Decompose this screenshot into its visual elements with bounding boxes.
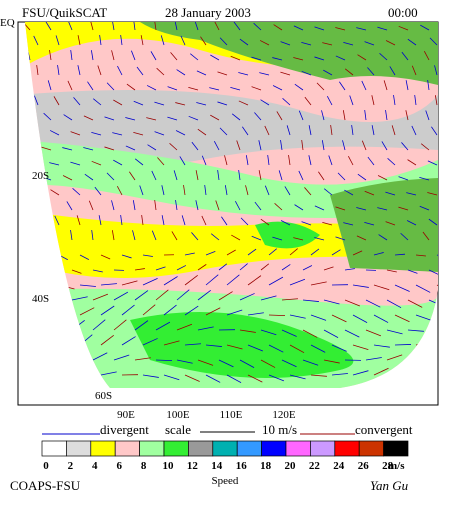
color-swatch (384, 441, 408, 456)
wind-arrow (24, 112, 30, 120)
color-swatch (286, 441, 310, 456)
wind-arrow (437, 365, 449, 375)
wind-arrow (38, 336, 51, 345)
wind-arrow (30, 350, 42, 360)
wind-arrow (80, 369, 95, 375)
wind-arrow (28, 162, 38, 165)
lon-label: 110E (220, 409, 243, 421)
colorbar-label: 26 (358, 460, 370, 472)
wind-arrow (437, 339, 450, 345)
wind-arrow (38, 313, 54, 315)
wind-arrow (32, 217, 38, 225)
wind-arrow (38, 366, 51, 375)
color-swatch (42, 441, 66, 456)
wind-arrow (28, 80, 30, 90)
color-swatch (335, 441, 359, 456)
wind-arrow (30, 323, 45, 330)
colorbar-label: 8 (141, 460, 147, 472)
wind-arrow (51, 321, 65, 330)
ocean (16, 22, 439, 405)
lon-label: 120E (272, 409, 296, 421)
wind-arrow (21, 146, 30, 150)
colorbar-label: 6 (116, 460, 122, 472)
colorbar-label: 2 (68, 460, 74, 472)
time: 00:00 (388, 5, 418, 20)
lon-label: 100E (166, 409, 190, 421)
colorbar-label: 14 (211, 460, 223, 472)
colorbar-label: 12 (187, 460, 199, 472)
lat-label: 40S (32, 293, 49, 305)
colorbar-label: 18 (260, 460, 272, 472)
divergent-label: divergent (100, 422, 149, 437)
colorbar-title: Speed (212, 475, 239, 487)
wind-arrow (51, 350, 64, 360)
colorbar-unit: m/s (388, 460, 405, 472)
wind-arrow (437, 285, 450, 293)
colorbar-label: 4 (92, 460, 98, 472)
wind-arrow (30, 270, 39, 275)
color-swatch (359, 441, 383, 456)
wind-arrow (416, 365, 429, 375)
footer-right: Yan Gu (370, 478, 409, 493)
scale-value: 10 m/s (262, 422, 297, 437)
date: 28 January 2003 (165, 5, 251, 20)
wind-arrow (72, 351, 85, 360)
wind-arrow (29, 191, 38, 195)
convergent-label: convergent (355, 422, 413, 437)
colorbar-label: 16 (236, 460, 248, 472)
footer-left: COAPS-FSU (10, 478, 81, 493)
wind-arrow (22, 204, 30, 210)
color-swatch (213, 441, 237, 456)
color-swatch (310, 441, 334, 456)
wind-arrow (395, 344, 411, 345)
color-swatch (66, 441, 90, 456)
color-swatch (164, 441, 188, 456)
title: FSU/QuikSCAT (22, 5, 107, 20)
color-swatch (262, 441, 286, 456)
wind-arrow (59, 310, 74, 315)
wind-arrow (38, 285, 53, 291)
wind-arrow (59, 335, 71, 345)
wind-arrow (429, 351, 442, 360)
colorbar-label: 10 (163, 460, 175, 472)
scale-label: scale (165, 422, 191, 437)
wind-arrow (429, 328, 445, 330)
wind-arrow (51, 270, 60, 274)
color-swatch (91, 441, 115, 456)
wind-arrow (59, 367, 73, 375)
colorbar-label: 20 (285, 460, 297, 472)
lat-label: EQ (0, 17, 15, 29)
lon-label: 90E (117, 409, 135, 421)
wind-arrow (30, 129, 38, 135)
wind-arrow (44, 202, 51, 210)
colorbar-label: 24 (333, 460, 345, 472)
wind-arrow (395, 366, 408, 375)
wind-arrow (38, 255, 47, 259)
wind-arrow (20, 177, 30, 180)
color-swatch (237, 441, 261, 456)
color-swatch (140, 441, 164, 456)
lat-label: 20S (32, 170, 49, 182)
wind-arrow (27, 231, 30, 240)
colorbar-label: 22 (309, 460, 321, 472)
colorbar-label: 0 (43, 460, 49, 472)
lat-label: 60S (95, 390, 112, 402)
color-swatch (115, 441, 139, 456)
wind-arrow (437, 315, 450, 318)
color-swatch (188, 441, 212, 456)
wind-arrow (49, 230, 51, 240)
